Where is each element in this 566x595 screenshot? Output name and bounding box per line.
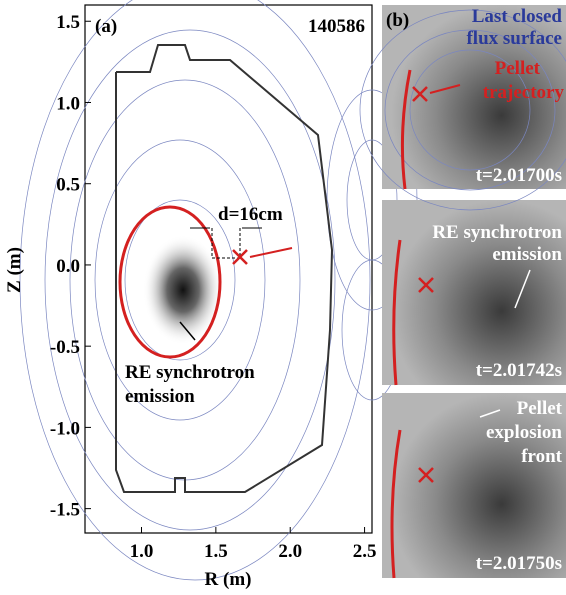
pellet-label: trajectory [483, 82, 565, 103]
pellet-arrow [429, 84, 461, 94]
x-tick-label: 2.0 [278, 541, 302, 562]
shot-number: 140586 [308, 16, 365, 37]
panel-label: (b) [386, 10, 409, 31]
front-label: explosion [486, 422, 562, 443]
panel-b: (b) Last closed flux surface Pellet traj… [359, 5, 566, 579]
emission-label: emission [492, 244, 562, 265]
camera-frame [382, 393, 566, 578]
camera-frame [382, 200, 566, 385]
emission-blob [143, 235, 223, 345]
y-tick-label: 0.5 [56, 175, 80, 196]
front-label: Pellet [517, 398, 563, 419]
emission-label: emission [125, 386, 195, 407]
pellet-marker [412, 86, 428, 102]
camera-frame [382, 5, 566, 189]
emission-label: RE synchrotron [432, 222, 562, 243]
lcfs-curve [392, 239, 402, 386]
pellet-marker [232, 249, 248, 265]
y-tick-label: -1.5 [50, 500, 80, 521]
pellet-label: Pellet [495, 58, 541, 79]
x-tick-label: 1.0 [130, 541, 154, 562]
time-label: t=2.01742s [476, 360, 562, 381]
y-tick-label: -1.0 [50, 418, 80, 439]
x-axis-label: R (m) [205, 569, 252, 590]
lcfs-curve [390, 429, 402, 579]
flux-lines [359, 9, 566, 211]
y-tick-label: 0.0 [56, 256, 80, 277]
flux-label: flux surface [466, 28, 562, 49]
x-tick-label: 2.5 [353, 541, 377, 562]
y-axis-label: Z (m) [4, 247, 25, 293]
lcfs-curve [400, 69, 412, 190]
time-label: t=2.01750s [476, 553, 562, 574]
panel-label: (a) [95, 16, 117, 37]
vessel-wall [115, 44, 334, 493]
y-tick-label: 1.0 [56, 93, 80, 114]
front-arrow [479, 409, 501, 418]
distance-label: d=16cm [218, 204, 283, 225]
last-closed-flux-surface [118, 205, 222, 359]
pellet-marker [418, 467, 434, 483]
emission-label: RE synchrotron [125, 362, 255, 383]
y-tick-label: 1.5 [56, 12, 80, 33]
emission-arrow [179, 321, 196, 341]
pellet-marker [418, 277, 434, 293]
front-label: front [521, 446, 562, 467]
pellet-arrow [249, 247, 293, 258]
flux-label: Last closed [472, 6, 563, 27]
y-tick-label: -0.5 [50, 337, 80, 358]
emission-arrow [514, 269, 531, 309]
x-tick-label: 1.5 [204, 541, 228, 562]
plot-frame [84, 4, 373, 534]
time-label: t=2.01700s [476, 165, 562, 186]
